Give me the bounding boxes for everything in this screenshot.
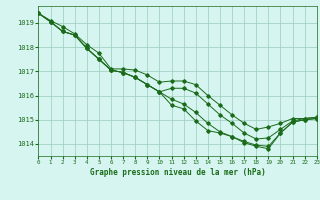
X-axis label: Graphe pression niveau de la mer (hPa): Graphe pression niveau de la mer (hPa) xyxy=(90,168,266,177)
